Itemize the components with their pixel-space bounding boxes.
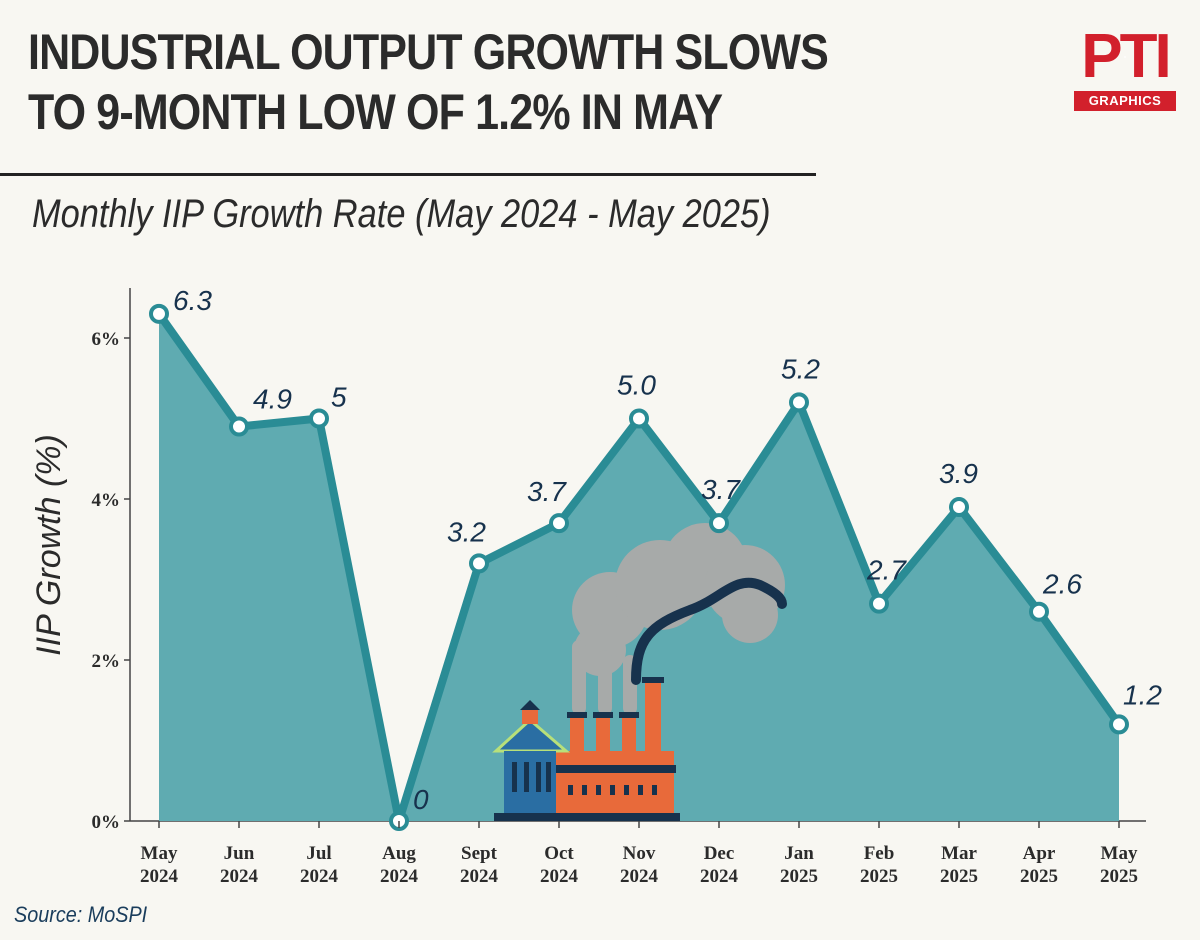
x-tick-label-year: 2025 [780, 866, 818, 887]
data-point [869, 593, 889, 614]
x-tick-label-month: Dec [704, 843, 735, 864]
y-tick-label: 0% [92, 812, 121, 833]
data-point [789, 392, 809, 413]
data-label: 0 [413, 784, 429, 815]
data-point [709, 513, 729, 534]
x-tick-label-month: Sept [461, 843, 498, 864]
x-tick-label-month: Jul [306, 843, 331, 864]
x-tick-label-month: Mar [941, 843, 977, 864]
data-label: 5.2 [781, 353, 820, 384]
x-tick-label-month: Oct [544, 843, 574, 864]
data-point [1109, 714, 1129, 735]
house-tower [522, 708, 538, 724]
source-note: Source: MoSPI [14, 902, 148, 927]
x-tick-label-month: Nov [623, 843, 656, 864]
data-label: 3.9 [939, 458, 978, 489]
logo-band: GRAPHICS [1074, 91, 1176, 111]
data-point [1029, 601, 1049, 622]
x-tick-label-month: May [141, 843, 178, 864]
x-tick-label-year: 2025 [1100, 866, 1138, 887]
data-label: 6.3 [173, 285, 212, 316]
x-tick-label-year: 2024 [380, 866, 419, 887]
logo-mark: PTI [1074, 26, 1176, 88]
data-point [309, 408, 329, 429]
data-label: 2.6 [1042, 569, 1082, 600]
x-tick-label-month: Jan [784, 843, 814, 864]
x-tick-label-month: May [1101, 843, 1138, 864]
data-point [949, 497, 969, 518]
data-label: 2.7 [866, 555, 907, 586]
smoke-cloud [572, 523, 785, 715]
data-point [629, 408, 649, 429]
x-tick-label-month: Jun [224, 843, 255, 864]
y-tick-label: 4% [92, 490, 121, 511]
headline-line-2: TO 9-MONTH LOW OF 1.2% IN MAY [28, 84, 723, 140]
x-tick-label-year: 2024 [540, 866, 579, 887]
data-label: 3.7 [527, 476, 567, 507]
x-tick-label-year: 2024 [140, 866, 179, 887]
y-axis-title: IIP Growth (%) [30, 434, 68, 656]
data-point [149, 303, 169, 324]
y-tick-label: 6% [92, 329, 121, 350]
data-point [549, 513, 569, 534]
x-tick-label-month: Feb [864, 843, 895, 864]
data-label: 3.7 [701, 474, 741, 505]
data-points [149, 303, 1129, 831]
x-tick-label-year: 2024 [700, 866, 739, 887]
x-tick-label-year: 2024 [620, 866, 659, 887]
dark-smoke [631, 577, 787, 685]
data-label: 4.9 [253, 384, 292, 415]
headline-line-1: INDUSTRIAL OUTPUT GROWTH SLOWS [28, 24, 829, 80]
data-label: 5.0 [617, 370, 656, 401]
chimneys [570, 680, 661, 751]
x-tick-label-year: 2025 [860, 866, 898, 887]
headline: INDUSTRIAL OUTPUT GROWTH SLOWS TO 9-MONT… [28, 22, 829, 142]
data-label: 1.2 [1123, 679, 1162, 710]
y-tick-label: 2% [92, 651, 121, 672]
x-tick-label-year: 2024 [300, 866, 339, 887]
x-tick-label-year: 2024 [220, 866, 259, 887]
data-point [229, 416, 249, 437]
data-label: 5 [331, 382, 347, 413]
pti-graphics-logo: PTI GRAPHICS [1074, 26, 1176, 112]
x-tick-label-year: 2025 [1020, 866, 1058, 887]
x-tick-label-year: 2024 [460, 866, 499, 887]
x-tick-label-month: Apr [1023, 843, 1056, 864]
data-point [469, 553, 489, 574]
factory-illustration [492, 523, 787, 821]
x-tick-label-year: 2025 [940, 866, 978, 887]
title-divider [0, 173, 816, 176]
chart-subtitle: Monthly IIP Growth Rate (May 2024 - May … [32, 192, 771, 236]
factory-body [556, 751, 674, 813]
data-label: 3.2 [447, 516, 486, 547]
data-labels: 6.3 4.9 5 0 3.2 3.7 5.0 3.7 5.2 2.7 3.9 2.6 1.2 [173, 285, 1162, 815]
x-axis-labels: May2024Jun2024Jul2024Aug2024Sept2024Oct2… [140, 821, 1138, 887]
x-tick-label-month: Aug [382, 843, 416, 864]
